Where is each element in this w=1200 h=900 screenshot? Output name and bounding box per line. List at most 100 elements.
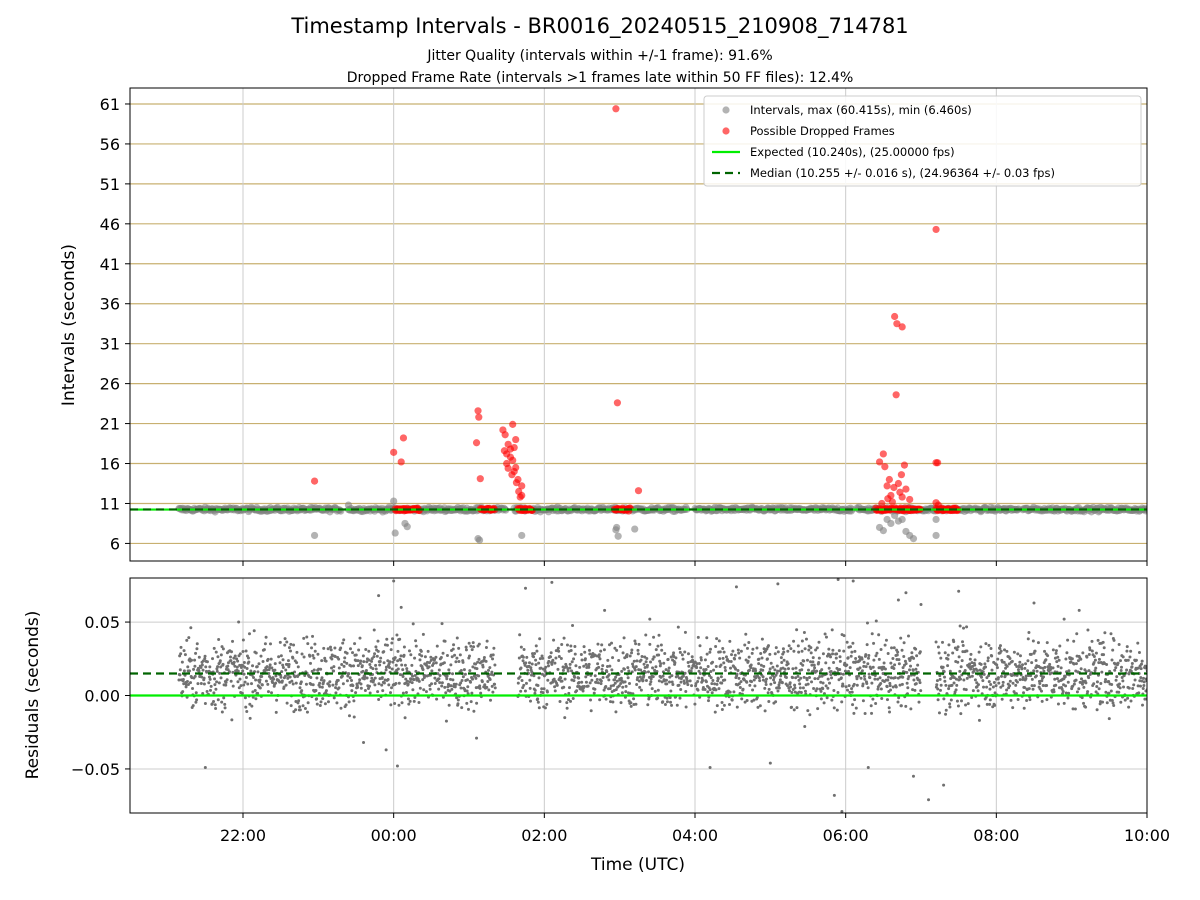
residual-point xyxy=(563,677,567,681)
residual-point xyxy=(1060,687,1064,691)
residual-point xyxy=(942,697,946,701)
dropped-frame-point xyxy=(512,479,521,487)
residual-point xyxy=(857,655,861,659)
interval-point xyxy=(1157,505,1164,512)
residual-point xyxy=(889,661,893,665)
residual-point xyxy=(256,691,260,695)
residual-point xyxy=(705,636,709,640)
residual-point xyxy=(1114,666,1118,670)
residual-point xyxy=(268,663,272,667)
residual-point xyxy=(891,656,895,660)
residual-point xyxy=(1139,667,1143,671)
residual-point xyxy=(199,665,203,669)
interval-point xyxy=(1162,507,1169,514)
residual-point xyxy=(670,680,674,684)
residual-point xyxy=(660,648,664,652)
residual-point xyxy=(370,676,374,680)
residual-point xyxy=(1040,699,1044,703)
residual-point xyxy=(1085,655,1089,659)
residual-point xyxy=(291,682,295,686)
residual-point xyxy=(305,710,309,714)
residual-point xyxy=(914,647,918,651)
residual-point xyxy=(408,680,412,684)
residual-point xyxy=(601,664,605,668)
residual-point xyxy=(238,652,242,656)
residual-point xyxy=(244,705,248,709)
residual-point xyxy=(549,651,553,655)
residual-point xyxy=(638,675,642,679)
residual-point xyxy=(774,646,778,650)
residual-point xyxy=(1164,656,1167,659)
residual-point xyxy=(1042,675,1046,679)
residual-point xyxy=(1165,653,1168,656)
residual-point xyxy=(196,682,200,686)
residual-point xyxy=(247,660,251,664)
residual-point xyxy=(874,619,878,623)
residual-point xyxy=(374,645,378,649)
residual-point xyxy=(292,710,296,714)
residual-point xyxy=(547,659,551,663)
residual-point xyxy=(602,648,606,652)
residual-point xyxy=(763,686,767,690)
residual-point xyxy=(347,700,351,704)
residual-point xyxy=(985,702,989,706)
residual-point xyxy=(1177,670,1180,673)
residual-point xyxy=(609,700,613,704)
residual-point xyxy=(792,708,796,712)
residual-point xyxy=(999,674,1003,678)
residual-point xyxy=(257,662,261,666)
residual-point xyxy=(203,765,207,769)
residual-point xyxy=(216,698,220,702)
residual-point xyxy=(573,652,577,656)
residual-point xyxy=(911,668,915,672)
residual-point xyxy=(686,683,690,687)
top-y-tick-label: 26 xyxy=(100,375,120,394)
residual-point xyxy=(328,645,332,649)
residual-point xyxy=(251,664,255,668)
residual-point xyxy=(281,658,285,662)
residual-point xyxy=(217,681,221,685)
residual-point xyxy=(214,707,218,711)
residual-point xyxy=(699,656,703,660)
residual-point xyxy=(556,646,560,650)
residual-point xyxy=(896,650,900,654)
residual-point xyxy=(800,668,804,672)
residual-point xyxy=(751,647,755,651)
residual-point xyxy=(272,677,276,681)
residual-point xyxy=(399,654,403,658)
residual-point xyxy=(607,673,611,677)
residual-point xyxy=(1041,683,1045,687)
residual-point xyxy=(476,660,480,664)
residual-point xyxy=(566,698,570,702)
residual-point xyxy=(801,663,805,667)
residual-point xyxy=(696,635,700,639)
residual-point xyxy=(1094,690,1098,694)
residual-point xyxy=(1005,688,1009,692)
residual-point xyxy=(758,704,762,708)
residual-point xyxy=(699,658,703,662)
residual-point xyxy=(935,683,939,687)
residual-point xyxy=(421,668,425,672)
residual-point xyxy=(422,688,426,692)
residual-point xyxy=(1023,666,1027,670)
residual-point xyxy=(394,681,398,685)
residual-point xyxy=(1148,677,1151,680)
residual-point xyxy=(1127,705,1131,709)
residual-point xyxy=(493,682,497,686)
residual-point xyxy=(435,697,439,701)
residual-point xyxy=(216,665,220,669)
residual-point xyxy=(582,645,586,649)
residual-point xyxy=(1090,639,1094,643)
residual-point xyxy=(815,669,819,673)
residual-point xyxy=(418,686,422,690)
residual-point xyxy=(722,661,726,665)
residual-point xyxy=(1195,687,1198,690)
residual-point xyxy=(262,648,266,652)
residual-point xyxy=(205,689,209,693)
residual-point xyxy=(1169,680,1172,683)
residual-point xyxy=(874,654,878,658)
residual-point xyxy=(782,650,786,654)
residual-point xyxy=(1140,662,1144,666)
dropped-frame-point xyxy=(891,312,899,321)
residual-point xyxy=(1195,674,1198,677)
